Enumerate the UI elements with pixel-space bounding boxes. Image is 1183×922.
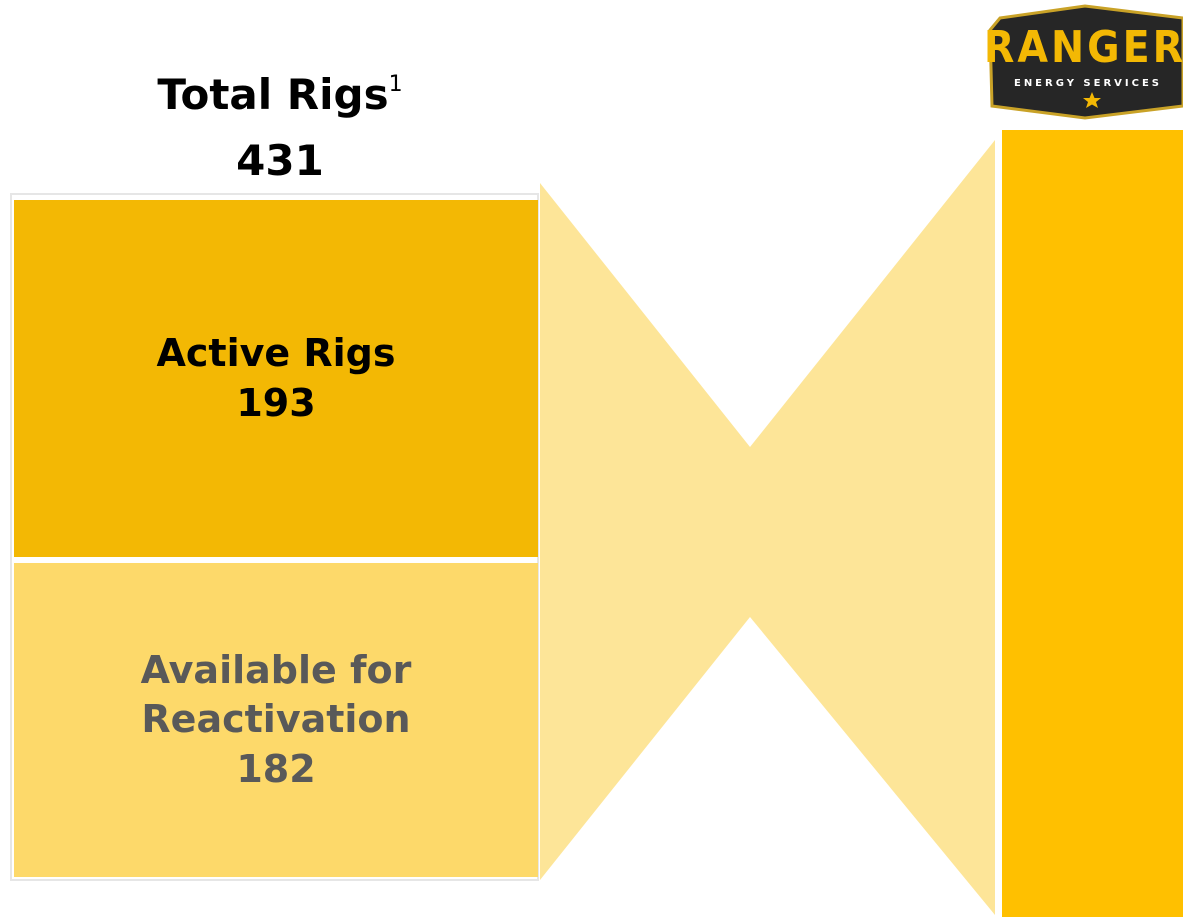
segment-label: Available for Reactivation [140,647,412,742]
logo-tagline: ENERGY SERVICES [1014,78,1162,89]
active-box: Active Rigs 193 [14,200,538,557]
available-box: Available for Reactivation 182 [14,563,538,877]
logo-star [1083,92,1101,108]
footnote-marker: 1 [388,72,403,97]
frame [10,193,539,881]
title-text: Total Rigs [157,70,389,119]
title: Total Rigs1 [40,70,520,119]
logo-badge [988,4,1183,120]
right-bar [1002,130,1183,917]
segment-label: Active Rigs [156,331,396,376]
total: 431 [236,136,324,185]
logo-name: RANGER [984,22,1183,73]
segment-value: 193 [236,380,316,425]
funnel [540,140,995,915]
segment-value: 182 [236,746,316,791]
